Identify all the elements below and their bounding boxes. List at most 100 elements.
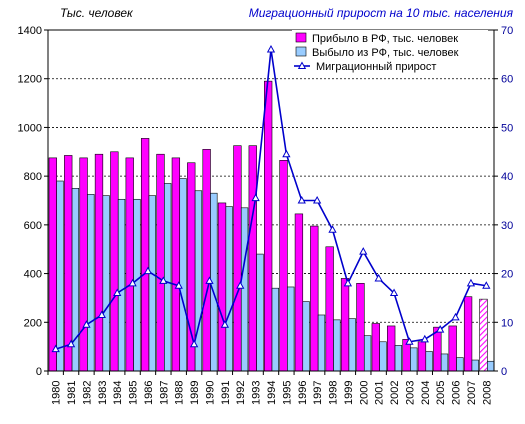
migration-point: [389, 288, 399, 297]
migration-point: [159, 276, 168, 284]
bar-departed: [179, 178, 187, 372]
x-tick-label: 1991: [220, 381, 232, 405]
migration-line: [51, 44, 491, 353]
bar-arrived: [417, 341, 427, 372]
x-tick-label: 2002: [389, 381, 401, 405]
legend-swatch-departed: [295, 46, 307, 57]
bar-departed: [256, 253, 264, 372]
x-tick-label: 1998: [328, 381, 340, 405]
bar-departed: [225, 206, 233, 372]
y-tick-label: 1000: [18, 122, 42, 134]
migration-point: [82, 320, 91, 328]
y2-tick-label: 30: [501, 220, 513, 232]
bar-departed: [117, 198, 126, 372]
bar-departed: [287, 286, 295, 372]
bar-departed: [410, 347, 418, 372]
bar-arrived: [310, 225, 319, 372]
bar-departed: [302, 301, 310, 372]
y-tick-label: 600: [24, 220, 42, 232]
migration-point: [266, 44, 276, 53]
bar-arrived: [64, 155, 73, 372]
x-tick-label: 2004: [420, 381, 432, 405]
bar-departed: [333, 319, 341, 372]
x-tick-label: 1989: [189, 381, 201, 405]
bar-arrived: [217, 202, 227, 372]
x-tick-label: 1988: [174, 381, 186, 405]
x-tick-label: 2008: [481, 381, 493, 405]
legend: Прибыло в РФ, тыс. человек Выбыло из РФ, …: [292, 30, 488, 74]
migration-point: [297, 195, 306, 204]
bar-arrived: [140, 138, 150, 372]
bar-departed: [471, 359, 479, 372]
migration-point: [328, 225, 337, 233]
migration-point: [113, 288, 122, 297]
bar-arrived: [233, 145, 242, 372]
legend-label-migration: Миграционный прирост: [316, 61, 436, 73]
x-tick-label: 1993: [251, 381, 263, 405]
bar-arrived: [479, 298, 488, 372]
bar-departed: [394, 345, 403, 372]
bar-departed: [271, 287, 279, 372]
right-axis-title: Миграционный прирост на 10 тыс. населени…: [249, 6, 514, 20]
y2-tick-label: 60: [501, 74, 513, 86]
migration-point: [312, 195, 322, 204]
migration-point: [174, 281, 183, 289]
x-tick-label: 2003: [404, 381, 416, 405]
y-tick-label: 800: [24, 171, 42, 183]
legend-marker-migration: [297, 61, 307, 69]
bar-departed: [363, 335, 372, 372]
migration-point: [359, 247, 368, 255]
migration-point: [420, 334, 429, 343]
migration-point: [374, 273, 383, 282]
migration-point: [282, 149, 291, 158]
bar-departed: [487, 360, 495, 372]
migration-point: [66, 339, 76, 348]
bar-arrived: [125, 157, 134, 372]
plot-area-border: [47, 29, 495, 372]
x-tick-label: 2000: [358, 381, 370, 405]
left-axis-title: Тыс. человек: [60, 6, 134, 20]
x-tick-label: 1996: [297, 381, 309, 405]
y2-tick-label: 10: [501, 317, 513, 329]
migration-point: [451, 312, 460, 321]
migration-point: [251, 193, 260, 202]
bar-departed: [87, 194, 95, 372]
x-tick-label: 1982: [81, 381, 93, 405]
x-tick-label: 1980: [51, 381, 63, 405]
migration-point: [405, 337, 414, 345]
bar-arrived: [187, 162, 196, 372]
x-tick-label: 1985: [128, 381, 140, 405]
migration-point: [220, 320, 230, 328]
legend-label-departed: Выбыло из РФ, тыс. человек: [312, 47, 459, 59]
migration-point: [482, 281, 491, 289]
x-tick-label: 1994: [266, 381, 278, 405]
y-tick-label: 1400: [18, 25, 42, 37]
x-tick-label: 1997: [312, 381, 324, 405]
migration-point: [436, 325, 445, 333]
bar-arrived: [79, 157, 88, 372]
bar-arrived: [156, 153, 165, 372]
y2-tick-label: 50: [501, 122, 513, 134]
legend-box: [292, 30, 488, 74]
bars: [48, 80, 495, 372]
x-tick-label: 1984: [112, 381, 124, 405]
migration-point: [143, 266, 153, 275]
x-tick-label: 1987: [158, 381, 170, 405]
bar-departed: [56, 180, 64, 372]
bar-arrived: [279, 160, 288, 372]
bar-arrived: [110, 151, 119, 372]
bar-arrived: [325, 246, 334, 372]
bar-departed: [240, 207, 249, 372]
bar-departed: [348, 318, 356, 372]
x-tick-label: 1990: [204, 381, 216, 405]
bar-arrived: [171, 157, 181, 372]
bar-arrived: [248, 145, 257, 372]
x-tick-label: 2001: [374, 381, 386, 405]
bar-arrived: [371, 323, 380, 372]
y2-tick-label: 20: [501, 269, 513, 281]
x-tick-label: 1983: [97, 381, 109, 405]
migration-point: [236, 281, 245, 289]
bar-departed: [456, 357, 464, 372]
y2-tick-label: 0: [501, 366, 507, 378]
migration-point: [205, 276, 214, 284]
